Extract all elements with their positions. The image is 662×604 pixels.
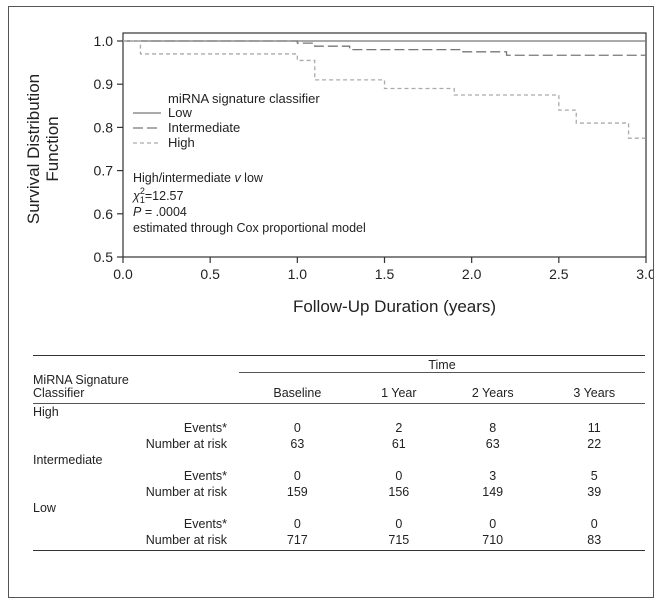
table-cell: 0	[590, 517, 598, 531]
y-tick-label: 0.7	[94, 163, 114, 179]
chart-legend: miRNA signature classifierLowIntermediat…	[133, 91, 320, 150]
row-label: Events*	[183, 469, 227, 483]
x-tick-label: 2.5	[549, 266, 569, 282]
classifier-header-line1: MiRNA Signature	[33, 373, 129, 387]
table-cell: 0	[293, 517, 301, 531]
table-row: Events* 0 0 0 0	[33, 516, 645, 532]
series-line-high	[123, 40, 646, 139]
method-label: estimated through Cox proportional model	[133, 221, 366, 235]
survival-chart: 0.0 0.5 1.0 1.5 2.0 2.5 3.00.50.60.70.80.91.0F…	[24, 32, 653, 316]
table-cell: 11	[587, 421, 601, 435]
y-tick-label: 0.5	[94, 249, 114, 265]
table-cell: 710	[441, 532, 544, 551]
legend-entry-intermediate: Intermediate	[168, 120, 240, 135]
x-tick-label: 0.5	[200, 266, 220, 282]
y-axis-title: Survival DistributionFunction	[24, 74, 62, 224]
legend-title: miRNA signature classifier	[168, 91, 320, 106]
p-value-label: P = .0004	[133, 205, 187, 219]
legend-entry-low: Low	[168, 105, 192, 120]
table-cell: 0	[293, 421, 301, 435]
table-cell: 0	[395, 469, 403, 483]
x-tick-label: 1.0	[288, 266, 308, 282]
col-header-3-years: 3 Years	[543, 374, 645, 404]
table-cell: 5	[590, 469, 598, 483]
table-cell: 0	[395, 517, 403, 531]
classifier-header-line2: Classifier	[33, 386, 85, 400]
figure-frame: 0.0 0.5 1.0 1.5 2.0 2.5 3.0 0.5 0.6 0.7 0.8 0.9 1.0 F…	[8, 6, 654, 598]
col-header-2-years: 2 Years	[441, 374, 544, 404]
table-cell: 149	[482, 485, 504, 499]
group-label: High	[33, 405, 59, 419]
group-row-high: High	[33, 404, 645, 421]
table-cell: 0	[293, 469, 301, 483]
time-label: Time	[239, 358, 645, 373]
y-tick-label: 0.8	[94, 119, 114, 135]
row-label: Events*	[183, 517, 227, 531]
legend-entry-high: High	[168, 135, 195, 150]
table-cell: 3	[489, 469, 497, 483]
table-cell: 61	[391, 437, 406, 451]
x-tick-label: 0.0	[113, 266, 133, 282]
y-axis-title-line: Function	[43, 116, 62, 181]
table-cell: 717	[239, 532, 356, 551]
risk-table-body: High Events* 0 2 8 11 Number at risk 63 61 63 22 In…	[33, 404, 645, 551]
y-tick-label: 1.0	[94, 33, 114, 49]
table-cell: 715	[355, 532, 442, 551]
table-cell: 63	[485, 437, 500, 451]
group-label: Low	[33, 501, 56, 515]
table-row: Number at risk 717 715 710 83	[33, 532, 645, 551]
table-row: Number at risk 63 61 63 22	[33, 436, 645, 452]
table-row: Number at risk 159 156 149 39	[33, 484, 645, 500]
table-cell: 63	[290, 437, 305, 451]
y-tick-label: 0.6	[94, 206, 114, 222]
row-label: Number at risk	[145, 437, 227, 451]
table-row: Events* 0 2 8 11	[33, 420, 645, 436]
col-header-1-year: 1 Year	[355, 374, 442, 404]
group-row-low: Low	[33, 500, 645, 516]
time-header: Time	[33, 355, 645, 374]
x-axis-title: Follow-Up Duration (years)	[293, 297, 496, 316]
chi-square-label: χ2 1=12.57	[132, 186, 183, 205]
table-cell: 156	[388, 485, 410, 499]
comparison-label: High/intermediate v low	[133, 171, 264, 185]
table-cell: 2	[395, 421, 403, 435]
classifier-header: MiRNA Signature Classifier	[33, 374, 239, 404]
row-label: Events*	[183, 421, 227, 435]
table-cell: 159	[286, 485, 308, 499]
row-label: Number at risk	[33, 532, 239, 551]
table-cell: 83	[543, 532, 645, 551]
table-cell: 0	[489, 517, 497, 531]
series-line-intermediate	[123, 40, 646, 56]
table-cell: 8	[489, 421, 497, 435]
y-axis-title-line: Survival Distribution	[24, 74, 43, 224]
group-row-intermediate: Intermediate	[33, 452, 645, 468]
group-label: Intermediate	[33, 453, 103, 467]
x-tick-label: 2.0	[462, 266, 482, 282]
chart-axes: 0.0 0.5 1.0 1.5 2.0 2.5 3.00.50.60.70.80.91.0F…	[24, 32, 653, 316]
y-tick-label: 0.9	[94, 76, 114, 92]
x-tick-label: 1.5	[375, 266, 395, 282]
row-label: Number at risk	[145, 485, 227, 499]
risk-table: Time MiRNA Signature Classifier Baseline…	[33, 355, 645, 551]
table-cell: 22	[587, 437, 602, 451]
table-row: Events* 0 0 3 5	[33, 468, 645, 484]
chart-series	[123, 40, 646, 139]
col-header-baseline: Baseline	[239, 374, 356, 404]
x-tick-label: 3.0	[636, 266, 653, 282]
table-cell: 39	[587, 485, 602, 499]
